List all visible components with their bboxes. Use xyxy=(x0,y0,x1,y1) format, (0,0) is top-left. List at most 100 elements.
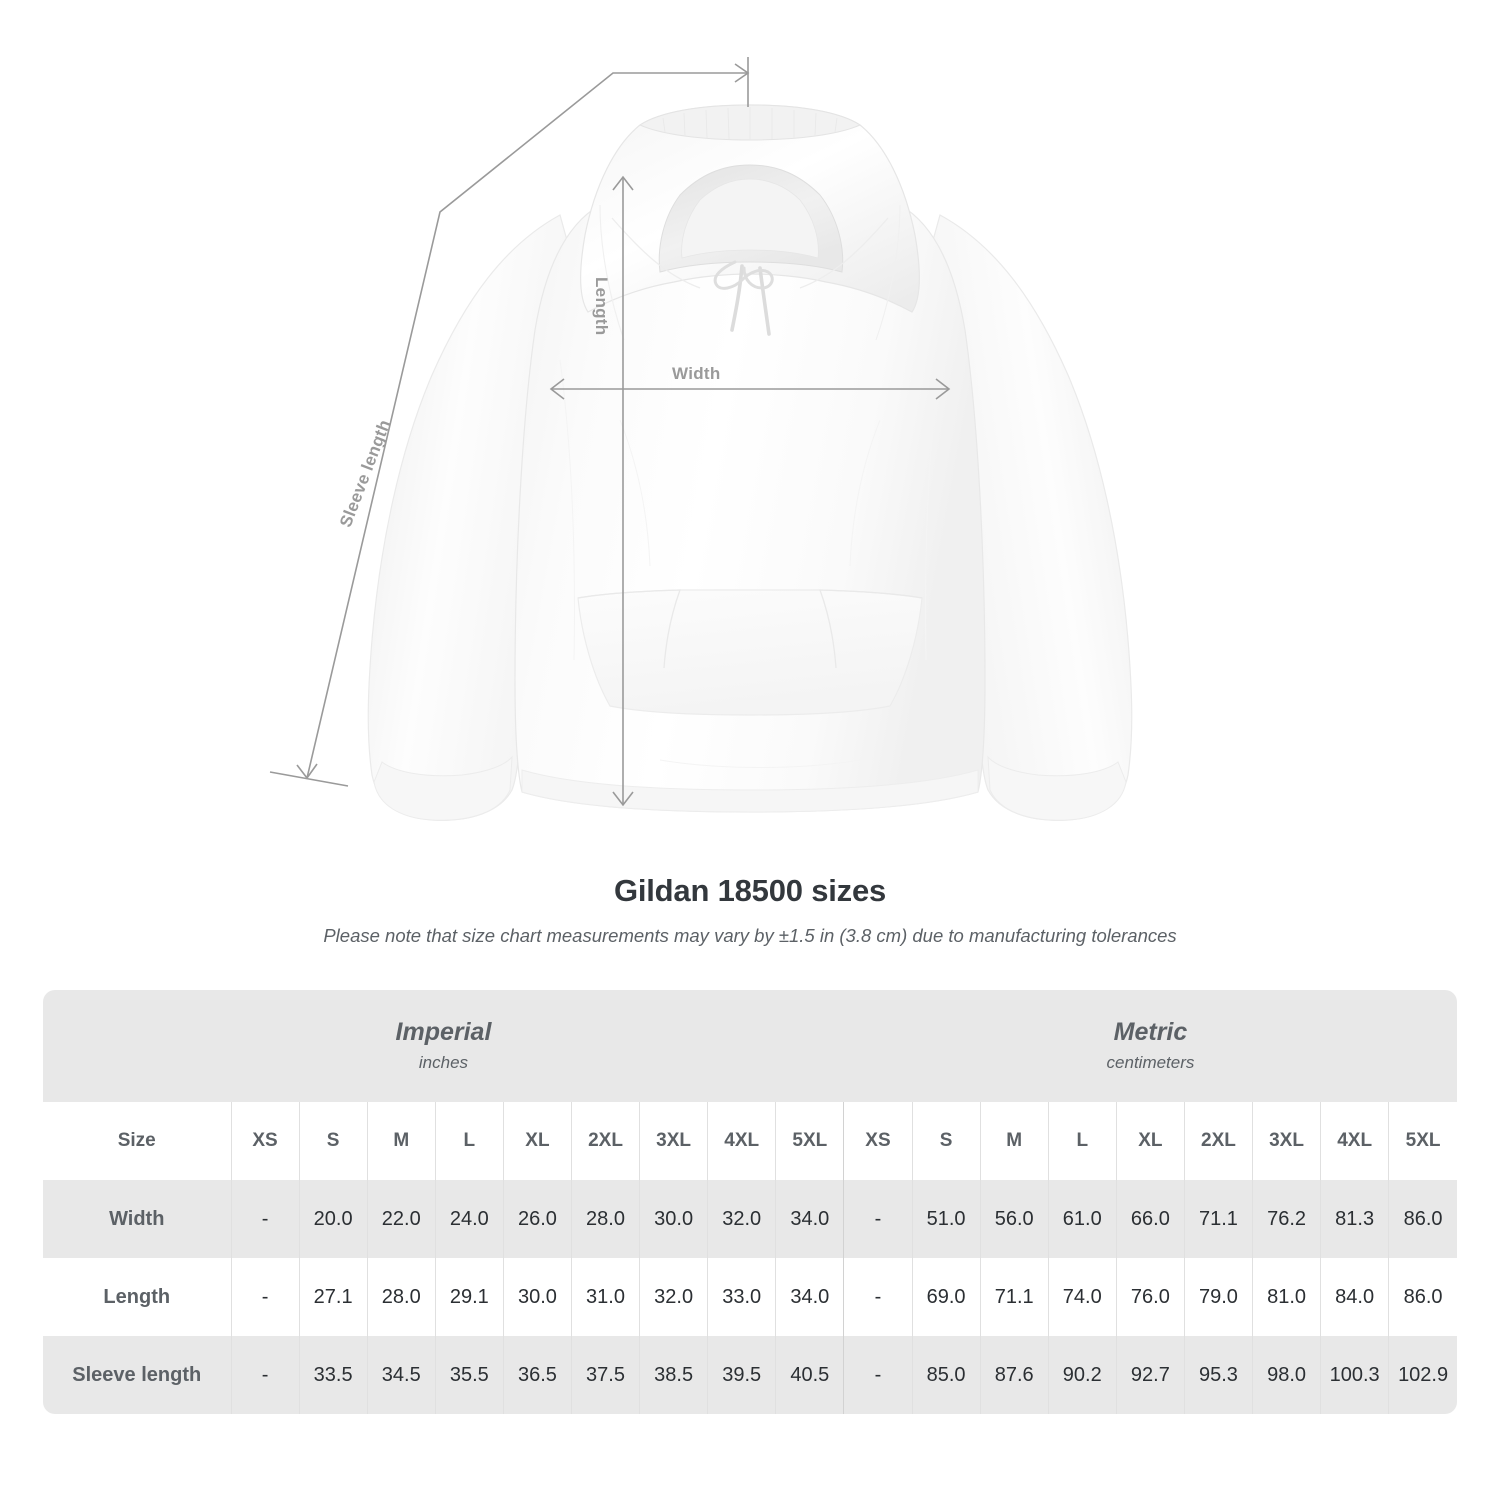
size-chart-table: Imperial inches Metric centimeters Size X… xyxy=(43,990,1457,1414)
measurement-cell: 76.0 xyxy=(1115,1258,1185,1336)
metric-name: Metric xyxy=(1113,1017,1188,1046)
measurement-cell: 86.0 xyxy=(1388,1258,1457,1336)
measurement-cell: 85.0 xyxy=(911,1336,981,1414)
measurement-cell: - xyxy=(843,1180,913,1258)
size-column-header: 5XL xyxy=(1388,1102,1457,1180)
size-column-header: 3XL xyxy=(1251,1102,1321,1180)
measurement-cell: 95.3 xyxy=(1183,1336,1253,1414)
measurement-cell: 56.0 xyxy=(979,1180,1049,1258)
size-column-header: 4XL xyxy=(707,1102,776,1180)
size-header-row: Size XS S M L XL 2XL 3XL 4XL 5XL XS S M L XL 2XL 3XL 4XL 5… xyxy=(43,1102,1457,1180)
imperial-unit: inches xyxy=(418,1053,469,1073)
row-label: Length xyxy=(43,1258,231,1336)
size-column-header: 5XL xyxy=(775,1102,844,1180)
measurement-cell: 37.5 xyxy=(570,1336,640,1414)
measurement-cell: 34.0 xyxy=(775,1258,844,1336)
imperial-header: Imperial inches xyxy=(43,990,844,1102)
measurement-cell: 31.0 xyxy=(570,1258,640,1336)
measurement-cell: - xyxy=(230,1258,300,1336)
measurement-cell: 81.3 xyxy=(1320,1180,1389,1258)
measurement-cell: 100.3 xyxy=(1320,1336,1389,1414)
size-header-label: Size xyxy=(43,1102,231,1180)
title-block: Gildan 18500 sizes Please note that size… xyxy=(0,873,1500,947)
row-label: Sleeve length xyxy=(43,1336,231,1414)
garment-diagram: Width Length Sleeve length xyxy=(269,57,1133,821)
measurement-cell: 22.0 xyxy=(366,1180,436,1258)
length-label: Length xyxy=(592,277,611,336)
measurement-cell: 92.7 xyxy=(1115,1336,1185,1414)
page-title: Gildan 18500 sizes xyxy=(613,873,887,908)
size-column-header: M xyxy=(366,1102,436,1180)
measurement-cell: 39.5 xyxy=(707,1336,776,1414)
measurement-cell: 90.2 xyxy=(1047,1336,1117,1414)
size-column-header: L xyxy=(1047,1102,1117,1180)
measurement-cell: 24.0 xyxy=(434,1180,504,1258)
size-column-header: S xyxy=(298,1102,368,1180)
measurement-cell: - xyxy=(230,1180,300,1258)
measurement-cell: 102.9 xyxy=(1388,1336,1457,1414)
measurement-cell: 32.0 xyxy=(707,1180,776,1258)
measurement-cell: 71.1 xyxy=(1183,1180,1253,1258)
sleeve-line xyxy=(306,72,748,779)
measurement-cell: 69.0 xyxy=(911,1258,981,1336)
size-column-header: 4XL xyxy=(1320,1102,1389,1180)
measurement-cell: 71.1 xyxy=(979,1258,1049,1336)
width-arrow-right xyxy=(935,378,951,400)
measurement-cell: 34.0 xyxy=(775,1180,844,1258)
table-row: Length -27.1 28.0 29.1 30.0 31.0 32.0 33.0 34.0-… xyxy=(43,1258,1457,1336)
size-column-header: L xyxy=(434,1102,504,1180)
unit-header-row: Imperial inches Metric centimeters xyxy=(43,990,1457,1102)
measurement-cell: - xyxy=(843,1258,913,1336)
measurement-cell: 35.5 xyxy=(434,1336,504,1414)
table-row: Sleeve length -33.5 34.5 35.5 36.5 37.5 38.5 39… xyxy=(43,1336,1457,1414)
size-column-header: 3XL xyxy=(639,1102,708,1180)
measurement-cell: - xyxy=(230,1336,300,1414)
measurement-cell: - xyxy=(843,1336,913,1414)
hoodie-illustration xyxy=(367,104,1133,821)
width-label: Width xyxy=(672,364,721,383)
measurement-cell: 74.0 xyxy=(1047,1258,1117,1336)
length-arrow-bottom xyxy=(612,791,634,807)
size-column-header: S xyxy=(911,1102,981,1180)
measurement-cell: 98.0 xyxy=(1251,1336,1321,1414)
measurement-cell: 81.0 xyxy=(1251,1258,1321,1336)
size-column-header: XS xyxy=(843,1102,913,1180)
measurement-cell: 86.0 xyxy=(1388,1180,1457,1258)
sleeve-tick-bottom xyxy=(269,771,349,787)
size-column-header: M xyxy=(979,1102,1049,1180)
measurement-cell: 32.0 xyxy=(639,1258,708,1336)
measurement-cell: 26.0 xyxy=(502,1180,572,1258)
metric-header: Metric centimeters xyxy=(843,990,1457,1102)
measurement-cell: 76.2 xyxy=(1251,1180,1321,1258)
measurement-cell: 28.0 xyxy=(366,1258,436,1336)
width-arrow-left xyxy=(549,378,565,400)
measurement-cell: 79.0 xyxy=(1183,1258,1253,1336)
tolerance-note: Please note that size chart measurements… xyxy=(323,925,1177,946)
measurement-cell: 30.0 xyxy=(639,1180,708,1258)
measurement-cell: 33.0 xyxy=(707,1258,776,1336)
measurement-cell: 61.0 xyxy=(1047,1180,1117,1258)
measurement-cell: 29.1 xyxy=(434,1258,504,1336)
measurement-cell: 87.6 xyxy=(979,1336,1049,1414)
measurement-cell: 33.5 xyxy=(298,1336,368,1414)
imperial-name: Imperial xyxy=(395,1017,492,1046)
size-column-header: 2XL xyxy=(570,1102,640,1180)
size-column-header: XL xyxy=(1115,1102,1185,1180)
measurement-cell: 30.0 xyxy=(502,1258,572,1336)
row-label: Width xyxy=(43,1180,231,1258)
table-row: Width -20.0 22.0 24.0 26.0 28.0 30.0 32.0 34.0-5… xyxy=(43,1180,1457,1258)
measurement-cell: 27.1 xyxy=(298,1258,368,1336)
measurement-cell: 51.0 xyxy=(911,1180,981,1258)
size-column-header: XS xyxy=(230,1102,300,1180)
measurement-cell: 28.0 xyxy=(570,1180,640,1258)
measurement-cell: 84.0 xyxy=(1320,1258,1389,1336)
size-column-header: 2XL xyxy=(1183,1102,1253,1180)
measurement-lines xyxy=(269,57,951,807)
measurement-cell: 34.5 xyxy=(366,1336,436,1414)
measurement-cell: 66.0 xyxy=(1115,1180,1185,1258)
measurement-cell: 36.5 xyxy=(502,1336,572,1414)
measurement-cell: 20.0 xyxy=(298,1180,368,1258)
length-arrow-top xyxy=(612,175,634,191)
size-column-header: XL xyxy=(502,1102,572,1180)
metric-unit: centimeters xyxy=(1106,1053,1195,1073)
